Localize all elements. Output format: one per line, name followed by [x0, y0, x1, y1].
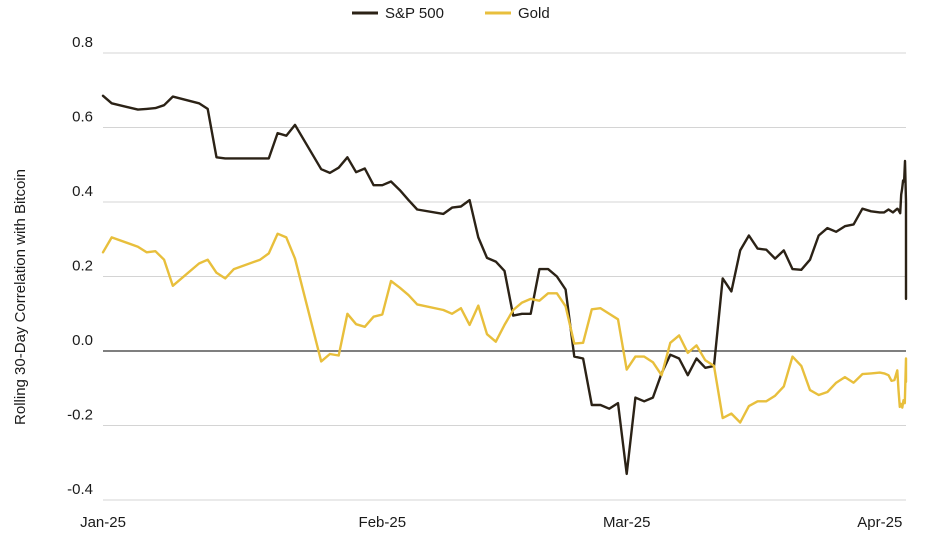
series-line-gold [101, 232, 908, 424]
legend-label: S&P 500 [385, 5, 444, 22]
x-tick-label: Apr-25 [857, 514, 902, 531]
y-tick-label: -0.4 [67, 481, 93, 498]
y-tick-label: 0.4 [72, 183, 93, 200]
y-axis-ticks: -0.4 -0.2 0.0 0.2 0.4 0.6 0.8 [67, 34, 93, 498]
y-tick-label: 0.6 [72, 109, 93, 126]
series-lines [101, 94, 908, 476]
x-tick-label: Jan-25 [80, 514, 126, 531]
legend: S&P 500 Gold [352, 5, 550, 22]
series-line-s-p-500 [101, 94, 908, 476]
x-tick-label: Mar-25 [603, 514, 651, 531]
legend-label: Gold [518, 5, 550, 22]
y-axis-title: Rolling 30-Day Correlation with Bitcoin [12, 169, 29, 425]
y-tick-label: 0.8 [72, 34, 93, 51]
x-axis-ticks: Jan-25 Feb-25 Mar-25 Apr-25 [80, 514, 902, 531]
x-tick-label: Feb-25 [359, 514, 407, 531]
y-tick-label: -0.2 [67, 407, 93, 424]
y-tick-label: 0.2 [72, 258, 93, 275]
y-tick-label: 0.0 [72, 332, 93, 349]
